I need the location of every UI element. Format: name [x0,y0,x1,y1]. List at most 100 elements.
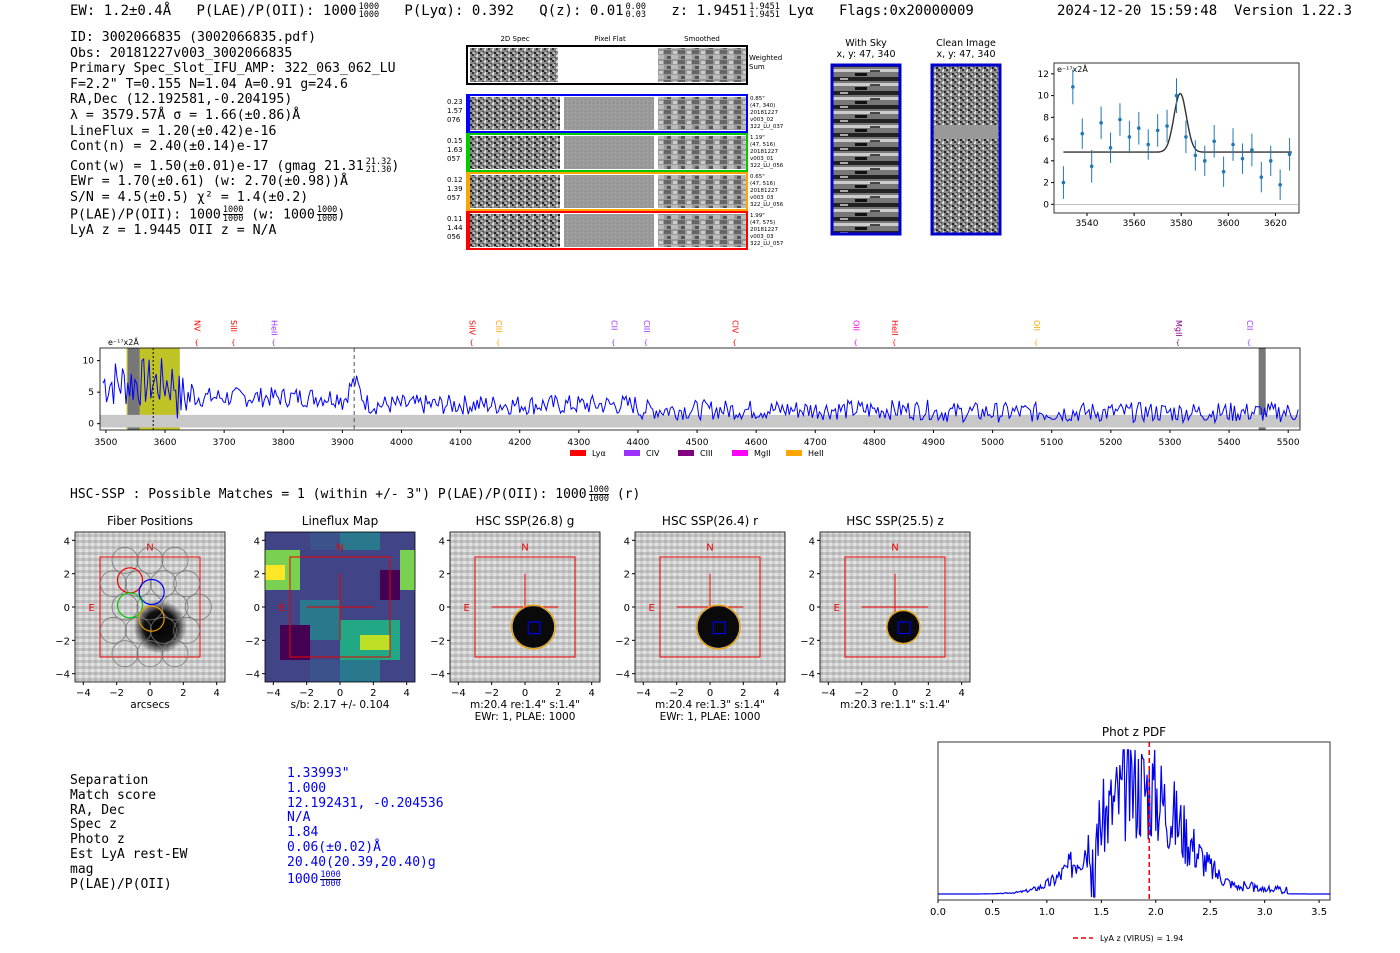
spectrum-line-bracket: { [231,339,235,347]
photz-pdf-chart: Phot z PDF 0.0 0.5 1.0 1.5 2.0 2.5 3.0 3.5 LyA z … [930,725,1331,943]
header-z: z: 1.9451 [671,3,748,19]
cutout-row-right-label: 322_LU_056 [750,163,784,169]
cutout-flat [564,175,654,208]
hsc-ytick-label: −4 [430,670,445,681]
hsc-aperture-box [659,556,761,658]
fit-point [1089,164,1094,169]
hsc-aperture-box [474,556,576,658]
info-line: λ = 3579.57Å σ = 1.66(±0.86)Å [70,107,301,123]
hsc-panel-caption: m:20.3 re:1.1" s:1.4" [840,699,950,711]
hsc-xtick-label: 0 [522,688,528,699]
hsc-ytick-label: −2 [55,636,70,647]
match-value: N/A [287,810,311,826]
spectrum-legend-label: HeII [808,449,824,458]
hsc-xtick-label: 0 [707,688,713,699]
hsc-ytick-label: 4 [64,536,70,547]
fit-ytick-label: 10 [1038,92,1050,102]
cutout-row-left-label: 0.15 [447,137,463,145]
fit-model-line [1063,92,1292,153]
cutout-2d [470,136,560,169]
fit-point [1165,124,1169,128]
hsc-xtick-label: 2 [370,688,376,699]
hsc-ytick-label: 0 [809,603,815,614]
spectrum-xtick-label: 5100 [1040,438,1063,448]
hsc-ytick-label: 4 [254,536,260,547]
cutout-row-right-label: 1.19" [750,135,765,141]
hsc-ytick-label: −2 [430,636,445,647]
spectrum-line-bracket: { [732,339,736,347]
hsc-fiber [161,546,189,574]
fit-point [1268,159,1273,163]
spectrum-line-bracket: { [469,339,473,347]
hsc-ytick-label: −2 [615,636,630,647]
match-value: 1000 1000 1000 [287,869,341,889]
pdf-xtick-label: 1.0 [1039,907,1055,918]
match-label: mag [70,861,94,877]
spectrum-xtick-label: 3700 [213,438,236,448]
hsc-source-ellipse [510,604,556,650]
hsc-source [512,606,555,648]
spectrum-line-label: CIV [731,320,740,334]
spectrum-legend-swatch [624,450,640,456]
match-label: P(LAE)/P(OII) [70,876,172,892]
spectrum-ytick-label: 10 [83,357,95,367]
cutout-row-left-label: 1.39 [447,185,463,193]
spec-cutouts: 2D Spec Pixel Flat Smoothed Weighted Sum… [447,35,784,250]
match-label: Separation [70,773,149,788]
spectrum-line-label: SiIV [467,320,476,336]
fit-ytick-label: 8 [1043,113,1049,123]
spectrum-line-label: CII [1245,320,1254,330]
cutout-row-marker [467,173,470,210]
cutout-row-right-label: 0.85" [750,96,765,102]
cutout-row-left-label: 0.12 [447,176,463,184]
spectrum-xtick-label: 4800 [863,438,886,448]
hsc-ytick-label: 2 [254,570,260,581]
fit-xtick-label: 3620 [1264,219,1287,229]
spectrum-ytick-label: 5 [88,388,94,398]
hsc-source-ellipse [886,609,921,645]
fit-point [1118,117,1122,122]
info-plae: P(LAE)/P(OII): 1000 [70,207,221,223]
spectrum-line-label: OII [1032,320,1041,331]
hsc-xtick-label: 0 [147,688,153,699]
hsc-east-label: E [279,603,285,614]
hsc-fiber [111,546,139,574]
spectrum-line-bracket: { [1176,339,1180,347]
header-z-hi: 1.9451 [749,2,780,12]
match-label: Match score [70,787,157,803]
hsc-ytick-label: −4 [245,670,260,681]
spectrum-axes-frame [99,347,1301,431]
fit-point [1127,135,1132,139]
fit-point [1184,135,1188,139]
info-contw: Cont(w) = 1.50(±0.01)e-17 (gmag 21.31 [70,158,364,174]
hsc-ytick-label: 4 [439,536,445,547]
cutout-2d [470,97,560,130]
hsc-east-label: E [89,603,95,614]
hsc-xtick-label: −2 [484,688,499,699]
fit-point [1137,126,1141,131]
header-right: 2024-12-20 15:59:48 Version 1.22.3 [1057,3,1352,19]
hsc-fiber-highlight [138,605,165,632]
spectrum-ytick-label: 0 [88,420,94,430]
header-plae: P(LAE)/P(OII): 1000 [196,3,357,19]
spectrum-line-label: OII [852,320,861,331]
header-plya: P(Lyα): 0.392 [404,3,514,19]
info-plae-w-end: ) [337,207,346,223]
info-plae-w: (w: 1000 [251,207,315,223]
hsc-fiber [184,593,212,621]
spectrum-line-label: CIII [494,320,503,333]
spectrum-legend-label: Lyα [592,449,606,458]
full-spectrum-chart: 3500 3600 3700 3800 3900 4000 4100 4200 4300 4400… [83,320,1301,458]
header-qz-lo: 0.03 [625,10,647,20]
spectrum-line-bracket: { [271,339,275,347]
hsc-panel-caption: m:20.4 re:1.3" s:1.4" [655,699,765,711]
spectrum-line-bracket: { [853,339,857,347]
hsc-fiber-marker [897,621,911,635]
header-version: Version 1.22.3 [1234,3,1353,19]
cutout-row-right-label: 1.99" [750,213,765,219]
header-qz: Q(z): 0.01 [539,3,624,19]
spectrum-line-bracket: { [194,339,198,347]
match-value: 12.192431, -0.204536 [287,795,444,811]
